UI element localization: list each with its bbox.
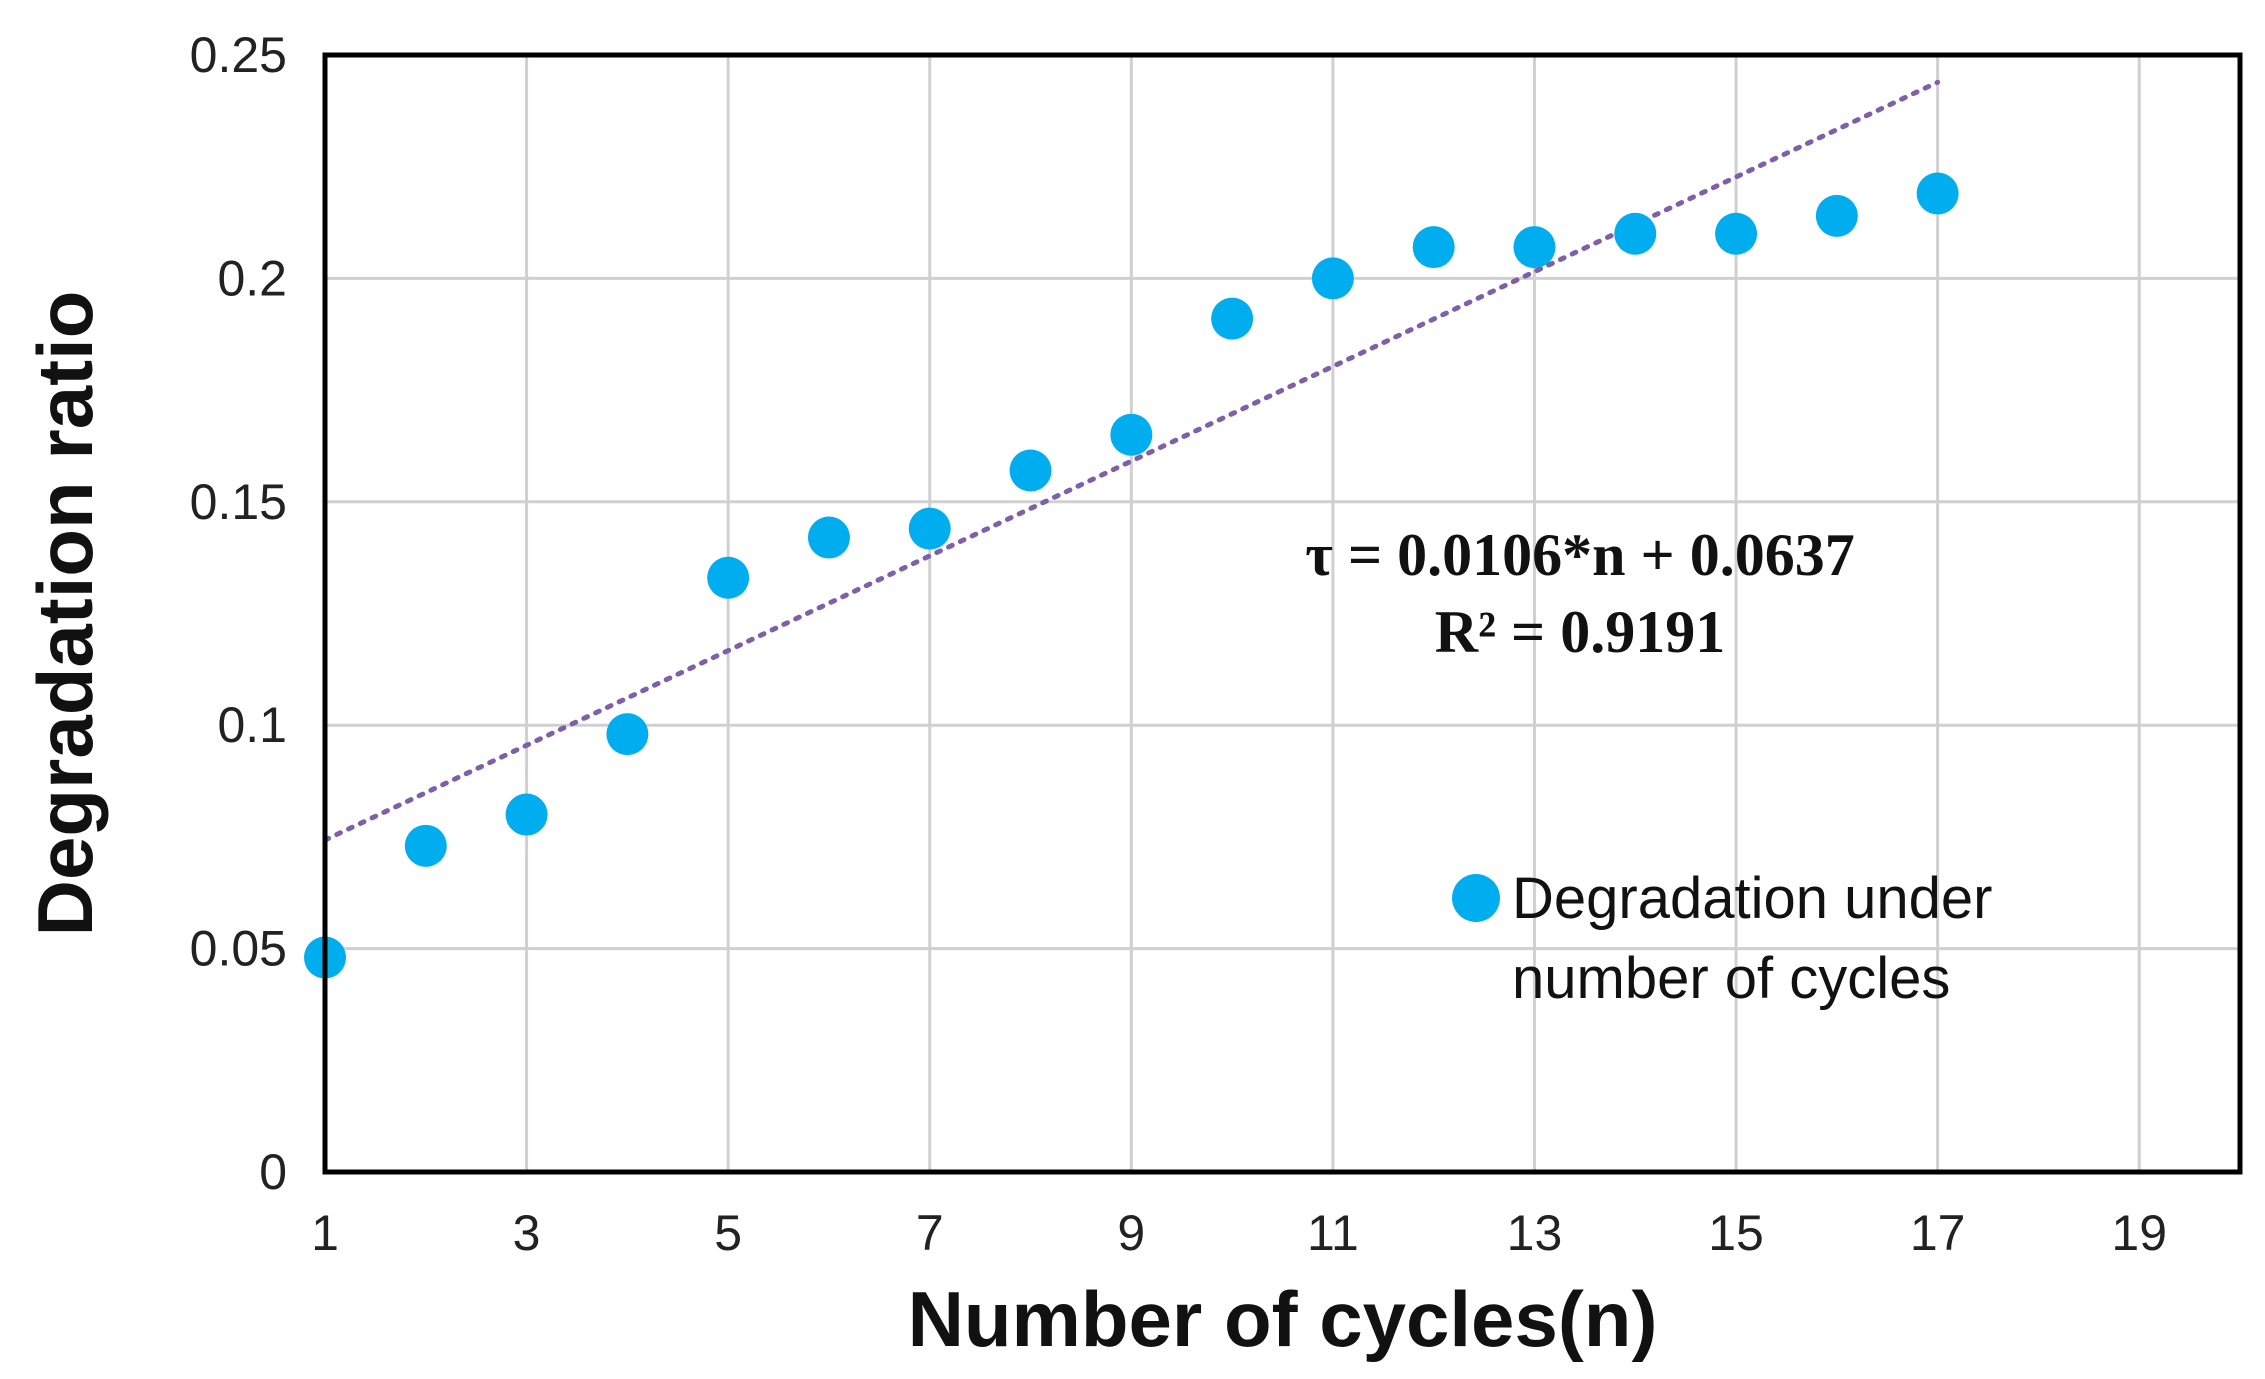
trendline	[322, 79, 1941, 843]
x-tick-label: 11	[1307, 1205, 1359, 1261]
legend-label-line-2: number of cycles	[1512, 946, 1950, 1011]
data-point	[1009, 449, 1052, 492]
x-tick-label: 5	[714, 1205, 742, 1261]
y-tick-label: 0.1	[217, 697, 287, 753]
x-tick-label: 9	[1117, 1205, 1145, 1261]
x-tick-label: 1	[311, 1205, 339, 1261]
trendline-r2-text: R² = 0.9191	[1435, 599, 1726, 665]
data-point	[1916, 172, 1959, 215]
data-point	[1311, 257, 1354, 300]
x-tick-labels: 1 3 5 7 9 11 13 15 17 19	[311, 1205, 2167, 1261]
x-tick-label: 3	[513, 1205, 541, 1261]
data-point	[1715, 212, 1758, 255]
data-point	[1211, 297, 1254, 340]
trendline-equation: τ = 0.0106*n + 0.0637 R² = 0.9191	[1305, 522, 1854, 665]
trendline-equation-text: τ = 0.0106*n + 0.0637	[1305, 522, 1854, 588]
y-tick-label: 0.2	[217, 250, 287, 306]
x-tick-label: 13	[1507, 1205, 1563, 1261]
x-axis-title: Number of cycles(n)	[908, 1275, 1658, 1363]
y-tick-label: 0	[259, 1144, 287, 1200]
y-tick-label: 0.25	[190, 27, 287, 83]
x-tick-label: 19	[2111, 1205, 2167, 1261]
x-tick-label: 7	[916, 1205, 944, 1261]
plot-frame	[322, 52, 2243, 1175]
data-point	[404, 824, 447, 867]
data-point	[1614, 212, 1657, 255]
trendline-layer	[322, 79, 1941, 843]
y-tick-labels: 0 0.05 0.1 0.15 0.2 0.25	[190, 27, 287, 1200]
y-tick-label: 0.15	[190, 474, 287, 530]
legend: Degradation under number of cycles	[1452, 866, 1992, 1011]
data-point	[908, 507, 951, 550]
data-point	[1513, 226, 1556, 269]
y-tick-label: 0.05	[190, 921, 287, 977]
data-point	[707, 556, 750, 599]
legend-label-line-1: Degradation under	[1512, 866, 1992, 931]
x-tick-label: 17	[1910, 1205, 1966, 1261]
x-tick-label: 15	[1708, 1205, 1764, 1261]
data-point	[1110, 413, 1153, 456]
data-points-layer	[304, 172, 1959, 979]
data-point	[807, 516, 850, 559]
data-point	[505, 793, 548, 836]
data-point	[1815, 194, 1858, 237]
grid-layer	[323, 53, 2240, 1174]
data-point	[1412, 226, 1455, 269]
legend-marker	[1452, 874, 1500, 922]
data-point	[606, 713, 649, 756]
y-axis-title: Degradation ratio	[21, 291, 109, 937]
